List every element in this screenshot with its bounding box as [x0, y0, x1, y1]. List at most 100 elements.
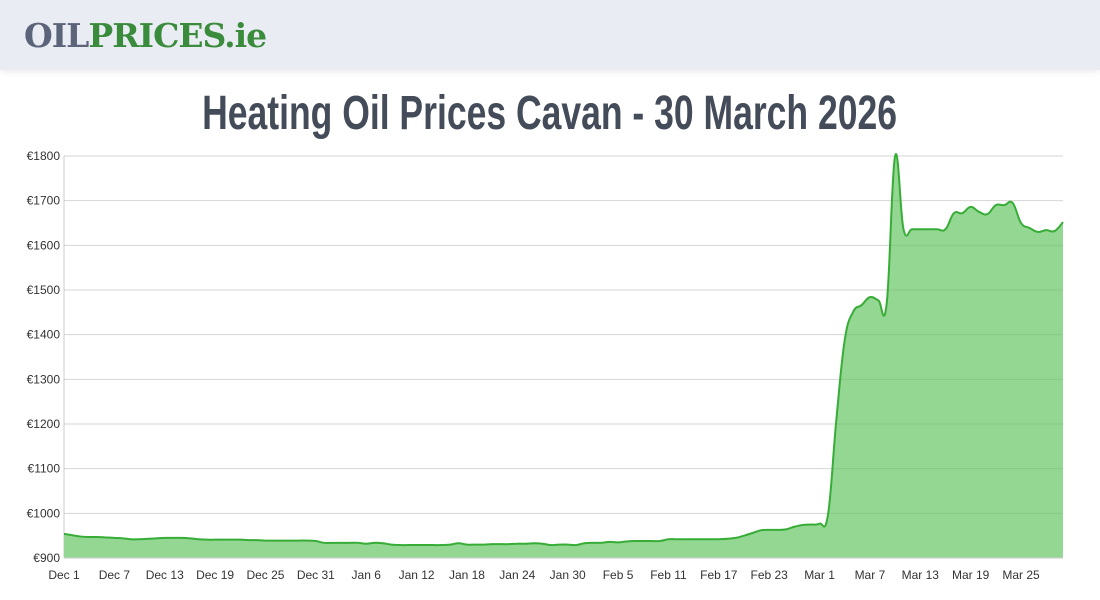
data-point — [741, 533, 747, 539]
data-point — [254, 537, 260, 543]
data-point — [481, 542, 487, 548]
data-point — [783, 526, 789, 532]
data-point — [649, 538, 655, 544]
data-point — [262, 538, 268, 544]
data-point — [221, 537, 227, 543]
y-tick-label: €1100 — [28, 462, 61, 476]
data-point — [304, 538, 310, 544]
y-tick-label: €1800 — [27, 149, 61, 163]
y-tick-label: €1300 — [27, 372, 61, 386]
data-point — [1060, 219, 1066, 225]
data-point — [405, 542, 411, 548]
x-tick-label: Feb 17 — [700, 568, 738, 582]
y-tick-label: €1200 — [27, 417, 61, 431]
x-tick-label: Mar 1 — [804, 568, 835, 582]
y-tick-label: €1400 — [27, 328, 61, 342]
data-point — [464, 542, 470, 548]
data-point — [573, 542, 579, 548]
site-logo[interactable]: OILPRICES.ie — [24, 16, 267, 56]
data-point — [103, 534, 109, 540]
data-point — [498, 541, 504, 547]
data-point — [1043, 227, 1049, 233]
data-point — [288, 538, 294, 544]
x-tick-label: Dec 7 — [99, 568, 131, 582]
data-point — [296, 538, 302, 544]
data-point — [137, 536, 143, 542]
x-tick-label: Jan 18 — [449, 568, 485, 582]
data-point — [128, 536, 134, 542]
data-point — [565, 542, 571, 548]
x-tick-label: Dec 13 — [146, 568, 184, 582]
y-tick-label: €1600 — [27, 238, 61, 252]
data-point — [69, 532, 75, 538]
data-point — [833, 417, 839, 423]
data-point — [892, 153, 898, 159]
data-point — [321, 540, 327, 546]
data-point — [439, 542, 445, 548]
data-point — [900, 226, 906, 232]
data-point — [179, 535, 185, 541]
data-point — [674, 536, 680, 542]
data-point — [733, 535, 739, 541]
data-point — [766, 527, 772, 533]
x-tick-label: Mar 25 — [1002, 568, 1040, 582]
data-point — [867, 294, 873, 300]
data-point — [346, 540, 352, 546]
data-point — [749, 530, 755, 536]
data-point — [993, 202, 999, 208]
data-point — [875, 297, 881, 303]
data-point — [414, 542, 420, 548]
data-point — [909, 226, 915, 232]
data-point — [313, 538, 319, 544]
logo-text-oil: OIL — [24, 16, 89, 55]
data-point — [456, 540, 462, 546]
data-point — [800, 522, 806, 528]
data-point — [338, 540, 344, 546]
data-point — [842, 337, 848, 343]
data-point — [229, 537, 235, 543]
x-tick-label: Feb 23 — [750, 568, 788, 582]
data-point — [195, 536, 201, 542]
data-point — [61, 531, 67, 537]
x-tick-label: Dec 31 — [297, 568, 335, 582]
site-header: OILPRICES.ie — [0, 0, 1100, 70]
data-point — [237, 537, 243, 543]
data-point — [86, 534, 92, 540]
data-point — [758, 527, 764, 533]
y-tick-label: €1500 — [27, 283, 61, 297]
x-tick-label: Mar 7 — [855, 568, 886, 582]
y-tick-label: €900 — [33, 551, 60, 565]
price-area-fill — [64, 154, 1063, 559]
data-point — [548, 542, 554, 548]
data-point — [1018, 220, 1024, 226]
data-point — [926, 226, 932, 232]
data-point — [942, 226, 948, 232]
data-point — [775, 527, 781, 533]
data-point — [531, 540, 537, 546]
data-point — [212, 537, 218, 543]
data-point — [246, 537, 252, 543]
data-point — [388, 542, 394, 548]
data-point — [120, 535, 126, 541]
data-point — [556, 542, 562, 548]
data-point — [607, 539, 613, 545]
data-point — [817, 521, 823, 527]
data-point — [850, 309, 856, 315]
data-point — [951, 210, 957, 216]
logo-text-prices: PRICES.ie — [88, 16, 267, 55]
x-tick-label: Jan 24 — [499, 568, 535, 582]
data-point — [372, 540, 378, 546]
data-point — [1001, 202, 1007, 208]
data-point — [959, 210, 965, 216]
data-point — [506, 541, 512, 547]
data-point — [984, 211, 990, 217]
data-point — [447, 542, 453, 548]
data-point — [699, 536, 705, 542]
data-point — [397, 542, 403, 548]
data-point — [145, 536, 151, 542]
data-point — [665, 536, 671, 542]
data-point — [682, 536, 688, 542]
data-point — [859, 302, 865, 308]
data-point — [968, 204, 974, 210]
page-title: Heating Oil Prices Cavan - 30 March 2026 — [0, 84, 1100, 144]
